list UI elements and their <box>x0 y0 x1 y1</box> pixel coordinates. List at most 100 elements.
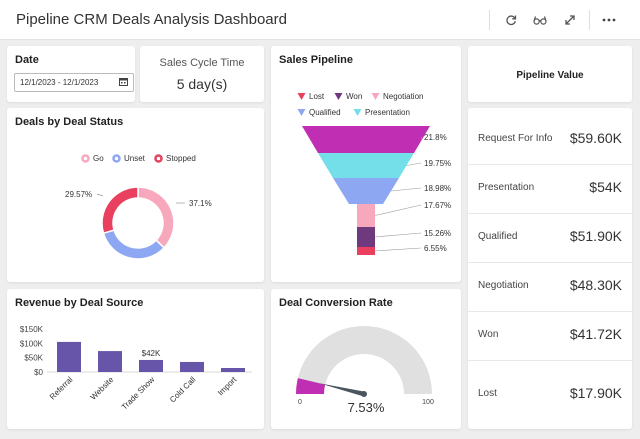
pipeline-stage-label: Negotiation <box>478 280 529 291</box>
date-filter-card: Date 12/1/2023 - 12/1/2023 <box>7 46 135 102</box>
gauge-fill <box>296 378 326 394</box>
pipeline-value-row: Lost $17.90K <box>468 371 632 420</box>
gauge-track <box>296 326 432 394</box>
pipeline-value-header-card: Pipeline Value <box>468 46 632 102</box>
funnel-data-label: 18.98% <box>424 184 451 193</box>
y-tick-label: $100K <box>20 339 44 348</box>
donut-label-stopped: 29.57% <box>65 190 92 199</box>
gauge-min-label: 0 <box>298 399 302 406</box>
funnel-segment[interactable] <box>318 153 414 178</box>
x-tick-label: Website <box>89 375 116 402</box>
date-filter-label: Date <box>15 54 39 66</box>
x-tick-label: Cold Call <box>168 375 197 404</box>
funnel-leader-line <box>406 162 422 166</box>
refresh-icon[interactable] <box>501 10 521 30</box>
glasses-icon[interactable] <box>530 10 550 30</box>
pipeline-stage-value: $51.90K <box>569 228 622 244</box>
pipeline-value-row: Negotiation $48.30K <box>468 263 632 312</box>
pipeline-stage-value: $17.90K <box>569 385 622 401</box>
legend-negotiation-label: Negotiation <box>383 92 424 101</box>
calendar-icon[interactable] <box>119 77 128 88</box>
funnel-segment[interactable] <box>357 227 375 247</box>
funnel-chart: 21.8% 19.75% 18.98% 17.67% 15.26% 6.55% <box>302 126 451 255</box>
pipeline-stage-value: $48.30K <box>569 277 622 293</box>
funnel-leader-line <box>374 232 422 238</box>
deals-by-status-card: Deals by Deal Status Go Unset Stopped 29… <box>7 108 264 282</box>
donut-slice-unset[interactable] <box>102 229 166 260</box>
funnel-data-label: 6.55% <box>424 244 447 253</box>
conversion-gauge: 0 100 7.53% <box>296 326 434 415</box>
conversion-title: Deal Conversion Rate <box>279 297 393 309</box>
sales-cycle-value: 5 day(s) <box>176 76 228 92</box>
pipeline-stage-value: $59.60K <box>569 130 622 146</box>
legend-negotiation[interactable]: Negotiation <box>371 92 423 101</box>
pipeline-stage-label: Presentation <box>478 182 535 193</box>
pipeline-stage-value: $41.72K <box>569 326 622 342</box>
donut-chart: 29.57% 37.1% <box>65 186 212 260</box>
legend-go-label: Go <box>93 154 104 163</box>
more-icon[interactable] <box>599 10 619 30</box>
donut-label-go: 37.1% <box>189 199 212 208</box>
sales-pipeline-card: Sales Pipeline Lost Won Negotiation Qual… <box>271 46 461 282</box>
funnel-segment[interactable] <box>357 247 375 255</box>
conversion-card: Deal Conversion Rate 0 100 7.53% <box>271 289 461 429</box>
x-tick-label: Trade Show <box>120 375 157 412</box>
dashboard-title: Pipeline CRM Deals Analysis Dashboard <box>16 11 287 28</box>
funnel-segment[interactable] <box>302 126 430 153</box>
funnel-data-label: 17.67% <box>424 201 451 210</box>
pipeline-value-row: Won $41.72K <box>468 312 632 361</box>
date-range-input[interactable]: 12/1/2023 - 12/1/2023 <box>14 73 134 92</box>
legend-stopped[interactable]: Stopped <box>154 154 196 163</box>
gauge-hub <box>361 391 367 397</box>
sales-cycle-label: Sales Cycle Time <box>159 57 245 69</box>
pipeline-value-row: Presentation $54K <box>468 165 632 214</box>
pipeline-stage-label: Qualified <box>478 231 518 242</box>
pipeline-stage-label: Request For Info <box>478 133 553 144</box>
revenue-source-card: Revenue by Deal Source $0 $50K $100K $150K … <box>7 289 264 429</box>
deals-by-status-title: Deals by Deal Status <box>15 116 124 128</box>
x-tick-label: Import <box>216 375 239 398</box>
funnel-data-label: 21.8% <box>424 133 447 142</box>
pipeline-value-row: Request For Info $59.60K <box>468 116 632 165</box>
pipeline-value-row: Qualified $51.90K <box>468 214 632 263</box>
funnel-segment[interactable] <box>357 204 375 227</box>
revenue-bar-chart: $0 $50K $100K $150K Referral Website $42K Trad… <box>20 325 252 412</box>
header-separator <box>489 10 490 30</box>
date-range-value: 12/1/2023 - 12/1/2023 <box>20 78 99 87</box>
sales-cycle-card: Sales Cycle Time 5 day(s) <box>140 46 264 102</box>
revenue-bar[interactable] <box>221 367 245 372</box>
dashboard-header: Pipeline CRM Deals Analysis Dashboard <box>0 0 640 40</box>
legend-won[interactable]: Won <box>334 92 362 101</box>
funnel-segment[interactable] <box>333 178 399 204</box>
sales-pipeline-title: Sales Pipeline <box>279 54 353 66</box>
bar-data-label: $42K <box>142 349 161 358</box>
revenue-bar[interactable] <box>139 359 163 372</box>
funnel-leader-line <box>390 187 422 192</box>
x-tick-label: Referral <box>48 375 75 402</box>
legend-go[interactable]: Go <box>81 154 104 163</box>
revenue-source-title: Revenue by Deal Source <box>15 297 144 309</box>
donut-slice-go[interactable] <box>137 186 175 249</box>
legend-presentation-label: Presentation <box>365 108 410 117</box>
funnel-leader-line <box>374 247 422 252</box>
revenue-bar[interactable] <box>98 351 122 372</box>
legend-lost-label: Lost <box>309 92 325 101</box>
legend-qualified-label: Qualified <box>309 108 341 117</box>
legend-lost[interactable]: Lost <box>297 92 324 101</box>
legend-qualified[interactable]: Qualified <box>297 108 341 117</box>
y-tick-label: $50K <box>24 354 43 363</box>
revenue-bar[interactable] <box>180 361 204 372</box>
legend-unset[interactable]: Unset <box>112 154 145 163</box>
donut-slice-stopped[interactable] <box>101 186 139 235</box>
revenue-bar[interactable] <box>57 341 81 372</box>
pipeline-stage-value: $54K <box>589 179 622 195</box>
legend-unset-label: Unset <box>124 154 145 163</box>
funnel-data-label: 19.75% <box>424 159 451 168</box>
expand-icon[interactable] <box>560 10 580 30</box>
y-tick-label: $150K <box>20 325 44 334</box>
pipeline-value-title: Pipeline Value <box>516 70 584 81</box>
gauge-max-label: 100 <box>422 399 434 406</box>
pipeline-stage-label: Lost <box>478 388 497 399</box>
legend-presentation[interactable]: Presentation <box>353 108 410 117</box>
y-tick-label: $0 <box>34 368 43 377</box>
